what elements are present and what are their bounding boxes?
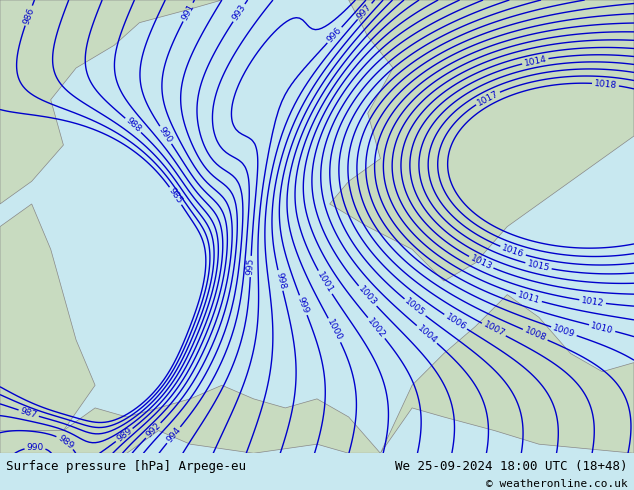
Polygon shape xyxy=(0,385,380,453)
Text: 1006: 1006 xyxy=(443,312,468,332)
Text: 1017: 1017 xyxy=(476,89,500,107)
Text: 1011: 1011 xyxy=(517,290,541,305)
Text: 1003: 1003 xyxy=(356,285,378,308)
Text: 1008: 1008 xyxy=(523,326,548,343)
Text: 1010: 1010 xyxy=(590,321,614,335)
Text: 1009: 1009 xyxy=(552,323,576,339)
Polygon shape xyxy=(0,0,222,204)
Text: 988: 988 xyxy=(124,116,143,134)
Text: 1002: 1002 xyxy=(366,316,387,340)
Text: 1012: 1012 xyxy=(581,295,605,308)
Text: 994: 994 xyxy=(165,425,183,444)
Text: 998: 998 xyxy=(274,271,287,290)
Text: 992: 992 xyxy=(144,421,162,440)
Text: 987: 987 xyxy=(19,406,38,420)
Text: 1018: 1018 xyxy=(593,79,618,90)
Text: 1004: 1004 xyxy=(415,323,439,345)
Text: 990: 990 xyxy=(27,443,44,452)
Text: We 25-09-2024 18:00 UTC (18+48): We 25-09-2024 18:00 UTC (18+48) xyxy=(395,460,628,473)
Text: 1015: 1015 xyxy=(526,259,551,273)
Text: 995: 995 xyxy=(246,258,256,275)
Text: 1005: 1005 xyxy=(403,297,427,318)
Text: 993: 993 xyxy=(230,3,247,23)
Text: 1013: 1013 xyxy=(469,253,493,271)
Text: 1001: 1001 xyxy=(315,270,335,294)
Polygon shape xyxy=(380,294,634,453)
Text: 989: 989 xyxy=(115,426,134,444)
Text: © weatheronline.co.uk: © weatheronline.co.uk xyxy=(486,480,628,490)
Polygon shape xyxy=(330,0,634,281)
Text: 1000: 1000 xyxy=(325,318,344,343)
Text: 1007: 1007 xyxy=(482,320,506,339)
Text: 990: 990 xyxy=(157,125,174,145)
Text: Surface pressure [hPa] Arpege-eu: Surface pressure [hPa] Arpege-eu xyxy=(6,460,247,473)
Text: 986: 986 xyxy=(22,6,36,25)
Text: 991: 991 xyxy=(180,2,196,22)
Text: 1014: 1014 xyxy=(523,54,547,68)
Text: 999: 999 xyxy=(296,295,311,315)
Text: 996: 996 xyxy=(325,25,344,45)
Text: 989: 989 xyxy=(56,433,75,451)
Text: 985: 985 xyxy=(167,186,184,205)
Polygon shape xyxy=(0,204,95,453)
Text: 1016: 1016 xyxy=(501,243,526,259)
Text: 997: 997 xyxy=(356,2,373,21)
